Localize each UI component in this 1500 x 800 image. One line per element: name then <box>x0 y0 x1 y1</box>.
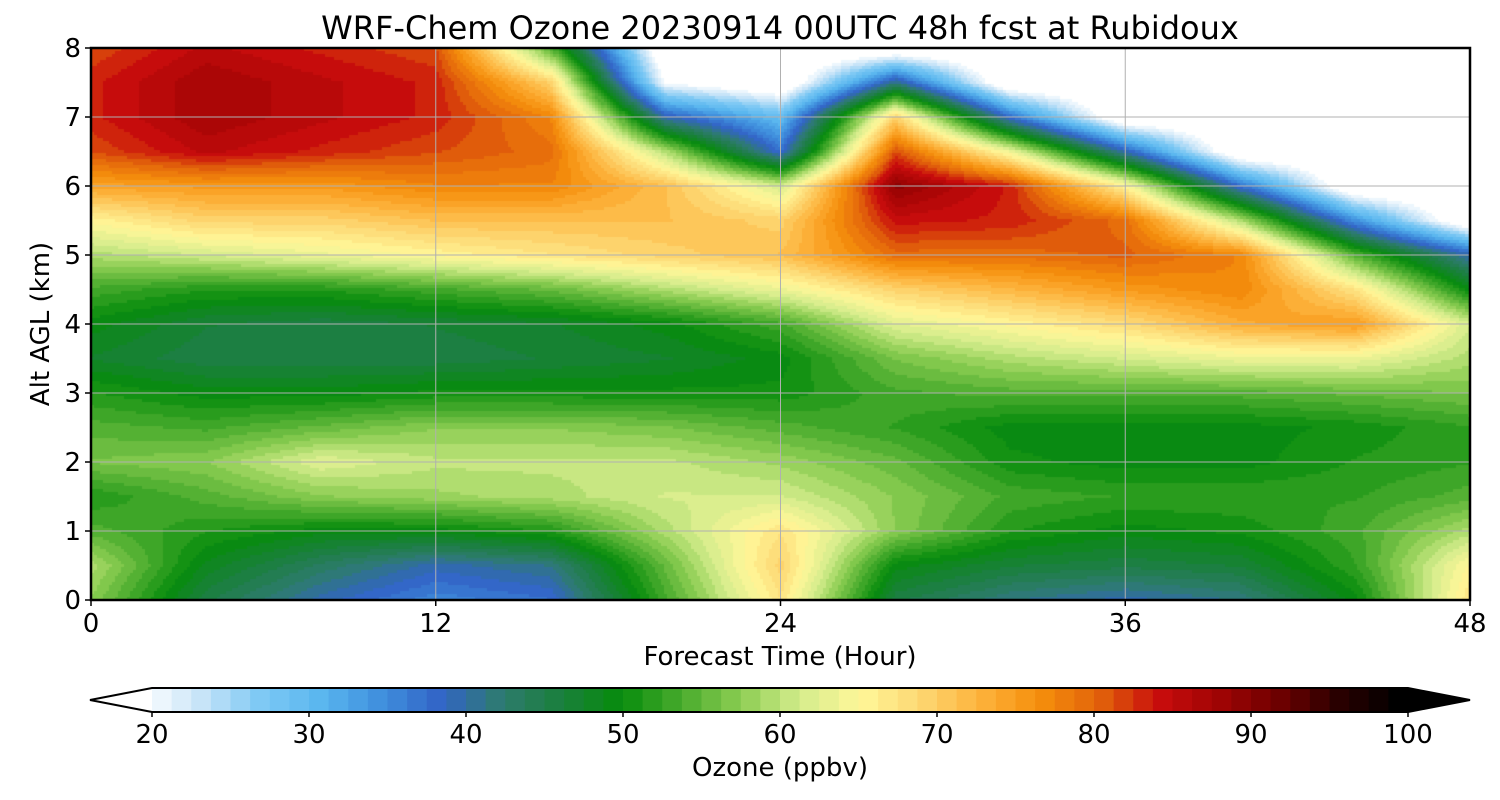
colorbar-segment <box>348 688 369 712</box>
colorbar-segment <box>1054 688 1075 712</box>
colorbar-segment <box>1192 688 1213 712</box>
colorbar-segment <box>1035 688 1056 712</box>
colorbar-segment <box>858 688 879 712</box>
colorbar-segment <box>583 688 604 712</box>
colorbar-segment <box>603 688 624 712</box>
colorbar-segment <box>780 688 801 712</box>
colorbar-segment <box>1094 688 1115 712</box>
colorbar-segment <box>1290 688 1311 712</box>
colorbar-segment <box>1251 688 1272 712</box>
colorbar-segment <box>721 688 742 712</box>
colorbar-segment <box>505 688 526 712</box>
colorbar-segment <box>1231 688 1252 712</box>
colorbar <box>89 687 1471 713</box>
chart-title: WRF-Chem Ozone 20230914 00UTC 48h fcst a… <box>321 9 1239 47</box>
colorbar-tick-label: 80 <box>1077 720 1110 750</box>
colorbar-segment <box>956 688 977 712</box>
colorbar-tick-label: 60 <box>763 720 796 750</box>
colorbar-segment <box>426 688 447 712</box>
colorbar-segment <box>328 688 349 712</box>
colorbar-segment <box>407 688 428 712</box>
colorbar-segment <box>1015 688 1036 712</box>
colorbar-segment <box>1133 688 1154 712</box>
colorbar-segment <box>309 688 330 712</box>
colorbar-segment <box>1349 688 1370 712</box>
colorbar-segment <box>387 688 408 712</box>
colorbar-segment <box>740 688 761 712</box>
colorbar-segment <box>1211 688 1232 712</box>
colorbar-segment <box>623 688 644 712</box>
y-tick-label: 1 <box>64 517 81 547</box>
y-tick-label: 5 <box>64 241 81 271</box>
x-tick-label: 24 <box>764 609 797 639</box>
colorbar-tick-label: 30 <box>292 720 325 750</box>
x-axis-ticks: 0 12 24 36 48 <box>83 600 1487 639</box>
y-axis-label: Alt AGL (km) <box>26 242 56 406</box>
colorbar-segment <box>976 688 997 712</box>
colorbar-segment <box>1309 688 1331 712</box>
colorbar-segment <box>917 688 938 712</box>
colorbar-segment <box>564 688 585 712</box>
colorbar-segment <box>681 688 703 712</box>
y-tick-label: 4 <box>64 310 81 340</box>
x-tick-label: 12 <box>419 609 452 639</box>
colorbar-tick-label: 90 <box>1234 720 1267 750</box>
colorbar-segment <box>269 688 290 712</box>
colorbar-segment <box>662 688 683 712</box>
colorbar-tick-label: 100 <box>1383 720 1433 750</box>
colorbar-segment <box>1368 688 1389 712</box>
colorbar-segment <box>1152 688 1174 712</box>
y-tick-label: 6 <box>64 172 81 202</box>
colorbar-segment <box>760 688 781 712</box>
colorbar-segment <box>1074 688 1095 712</box>
colorbar-segment <box>466 688 487 712</box>
colorbar-segment <box>367 688 389 712</box>
colorbar-segment <box>1329 688 1350 712</box>
colorbar-segment <box>544 688 565 712</box>
colorbar-tick-label: 20 <box>135 720 168 750</box>
colorbar-segment <box>191 688 212 712</box>
colorbar-low-extend <box>90 688 152 712</box>
y-tick-label: 0 <box>64 586 81 616</box>
y-tick-label: 2 <box>64 448 81 478</box>
colorbar-segment <box>524 688 546 712</box>
y-tick-label: 8 <box>64 34 81 64</box>
colorbar-segment <box>1388 688 1409 712</box>
x-tick-label: 48 <box>1453 609 1486 639</box>
colorbar-segment <box>1270 688 1291 712</box>
colorbar-segment <box>701 688 722 712</box>
x-tick-label: 0 <box>83 609 100 639</box>
y-tick-label: 3 <box>64 379 81 409</box>
colorbar-segment <box>152 688 173 712</box>
colorbar-segment <box>1172 688 1193 712</box>
colorbar-segment <box>230 688 251 712</box>
colorbar-segment <box>446 688 467 712</box>
colorbar-segment <box>799 688 820 712</box>
colorbar-segment <box>485 688 506 712</box>
colorbar-label: Ozone (ppbv) <box>692 753 868 783</box>
x-axis-label: Forecast Time (Hour) <box>643 642 916 672</box>
colorbar-segment <box>289 688 310 712</box>
y-axis-ticks: 0 1 2 3 4 5 6 7 8 <box>64 34 91 616</box>
colorbar-segment <box>1113 688 1134 712</box>
colorbar-segment <box>819 688 840 712</box>
y-tick-label: 7 <box>64 103 81 133</box>
colorbar-segment <box>838 688 860 712</box>
colorbar-ticks: 20 30 40 50 60 70 80 90 100 <box>135 712 1433 750</box>
colorbar-tick-label: 70 <box>920 720 953 750</box>
colorbar-segment <box>642 688 663 712</box>
colorbar-segment <box>250 688 271 712</box>
x-tick-label: 36 <box>1109 609 1142 639</box>
colorbar-high-extend <box>1408 688 1470 712</box>
colorbar-segment <box>897 688 918 712</box>
colorbar-segment <box>878 688 899 712</box>
colorbar-tick-label: 40 <box>449 720 482 750</box>
colorbar-segment <box>171 688 192 712</box>
colorbar-segment <box>937 688 958 712</box>
colorbar-tick-label: 50 <box>606 720 639 750</box>
colorbar-segment <box>210 688 232 712</box>
colorbar-segment <box>995 688 1017 712</box>
